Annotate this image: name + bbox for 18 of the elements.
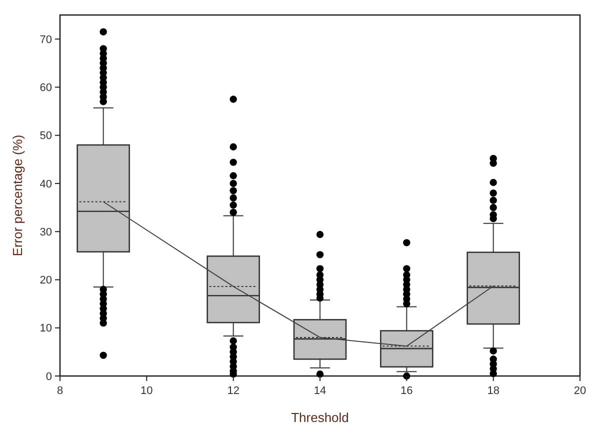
y-tick-label: 60	[40, 82, 52, 94]
y-tick-label: 20	[40, 274, 52, 287]
y-tick-label: 10	[40, 322, 52, 335]
x-tick-label: 12	[227, 385, 240, 397]
x-tick-label: 14	[314, 385, 326, 397]
y-tick-label: 50	[40, 130, 52, 142]
x-axis-title: Threshold	[291, 410, 349, 425]
y-axis-title: Error percentage (%)	[10, 134, 25, 256]
x-tick-label: 8	[56, 385, 64, 397]
y-tick-label: 0	[46, 370, 52, 383]
y-tick-label: 70	[40, 34, 52, 46]
y-tick-label: 30	[40, 226, 52, 238]
x-tick-label: 10	[140, 385, 153, 397]
x-tick-label: 16	[400, 385, 413, 397]
x-tick-label: 20	[574, 385, 586, 397]
x-tick-label: 18	[487, 385, 500, 397]
y-tick-label: 40	[40, 178, 52, 190]
line-series	[102, 201, 494, 347]
